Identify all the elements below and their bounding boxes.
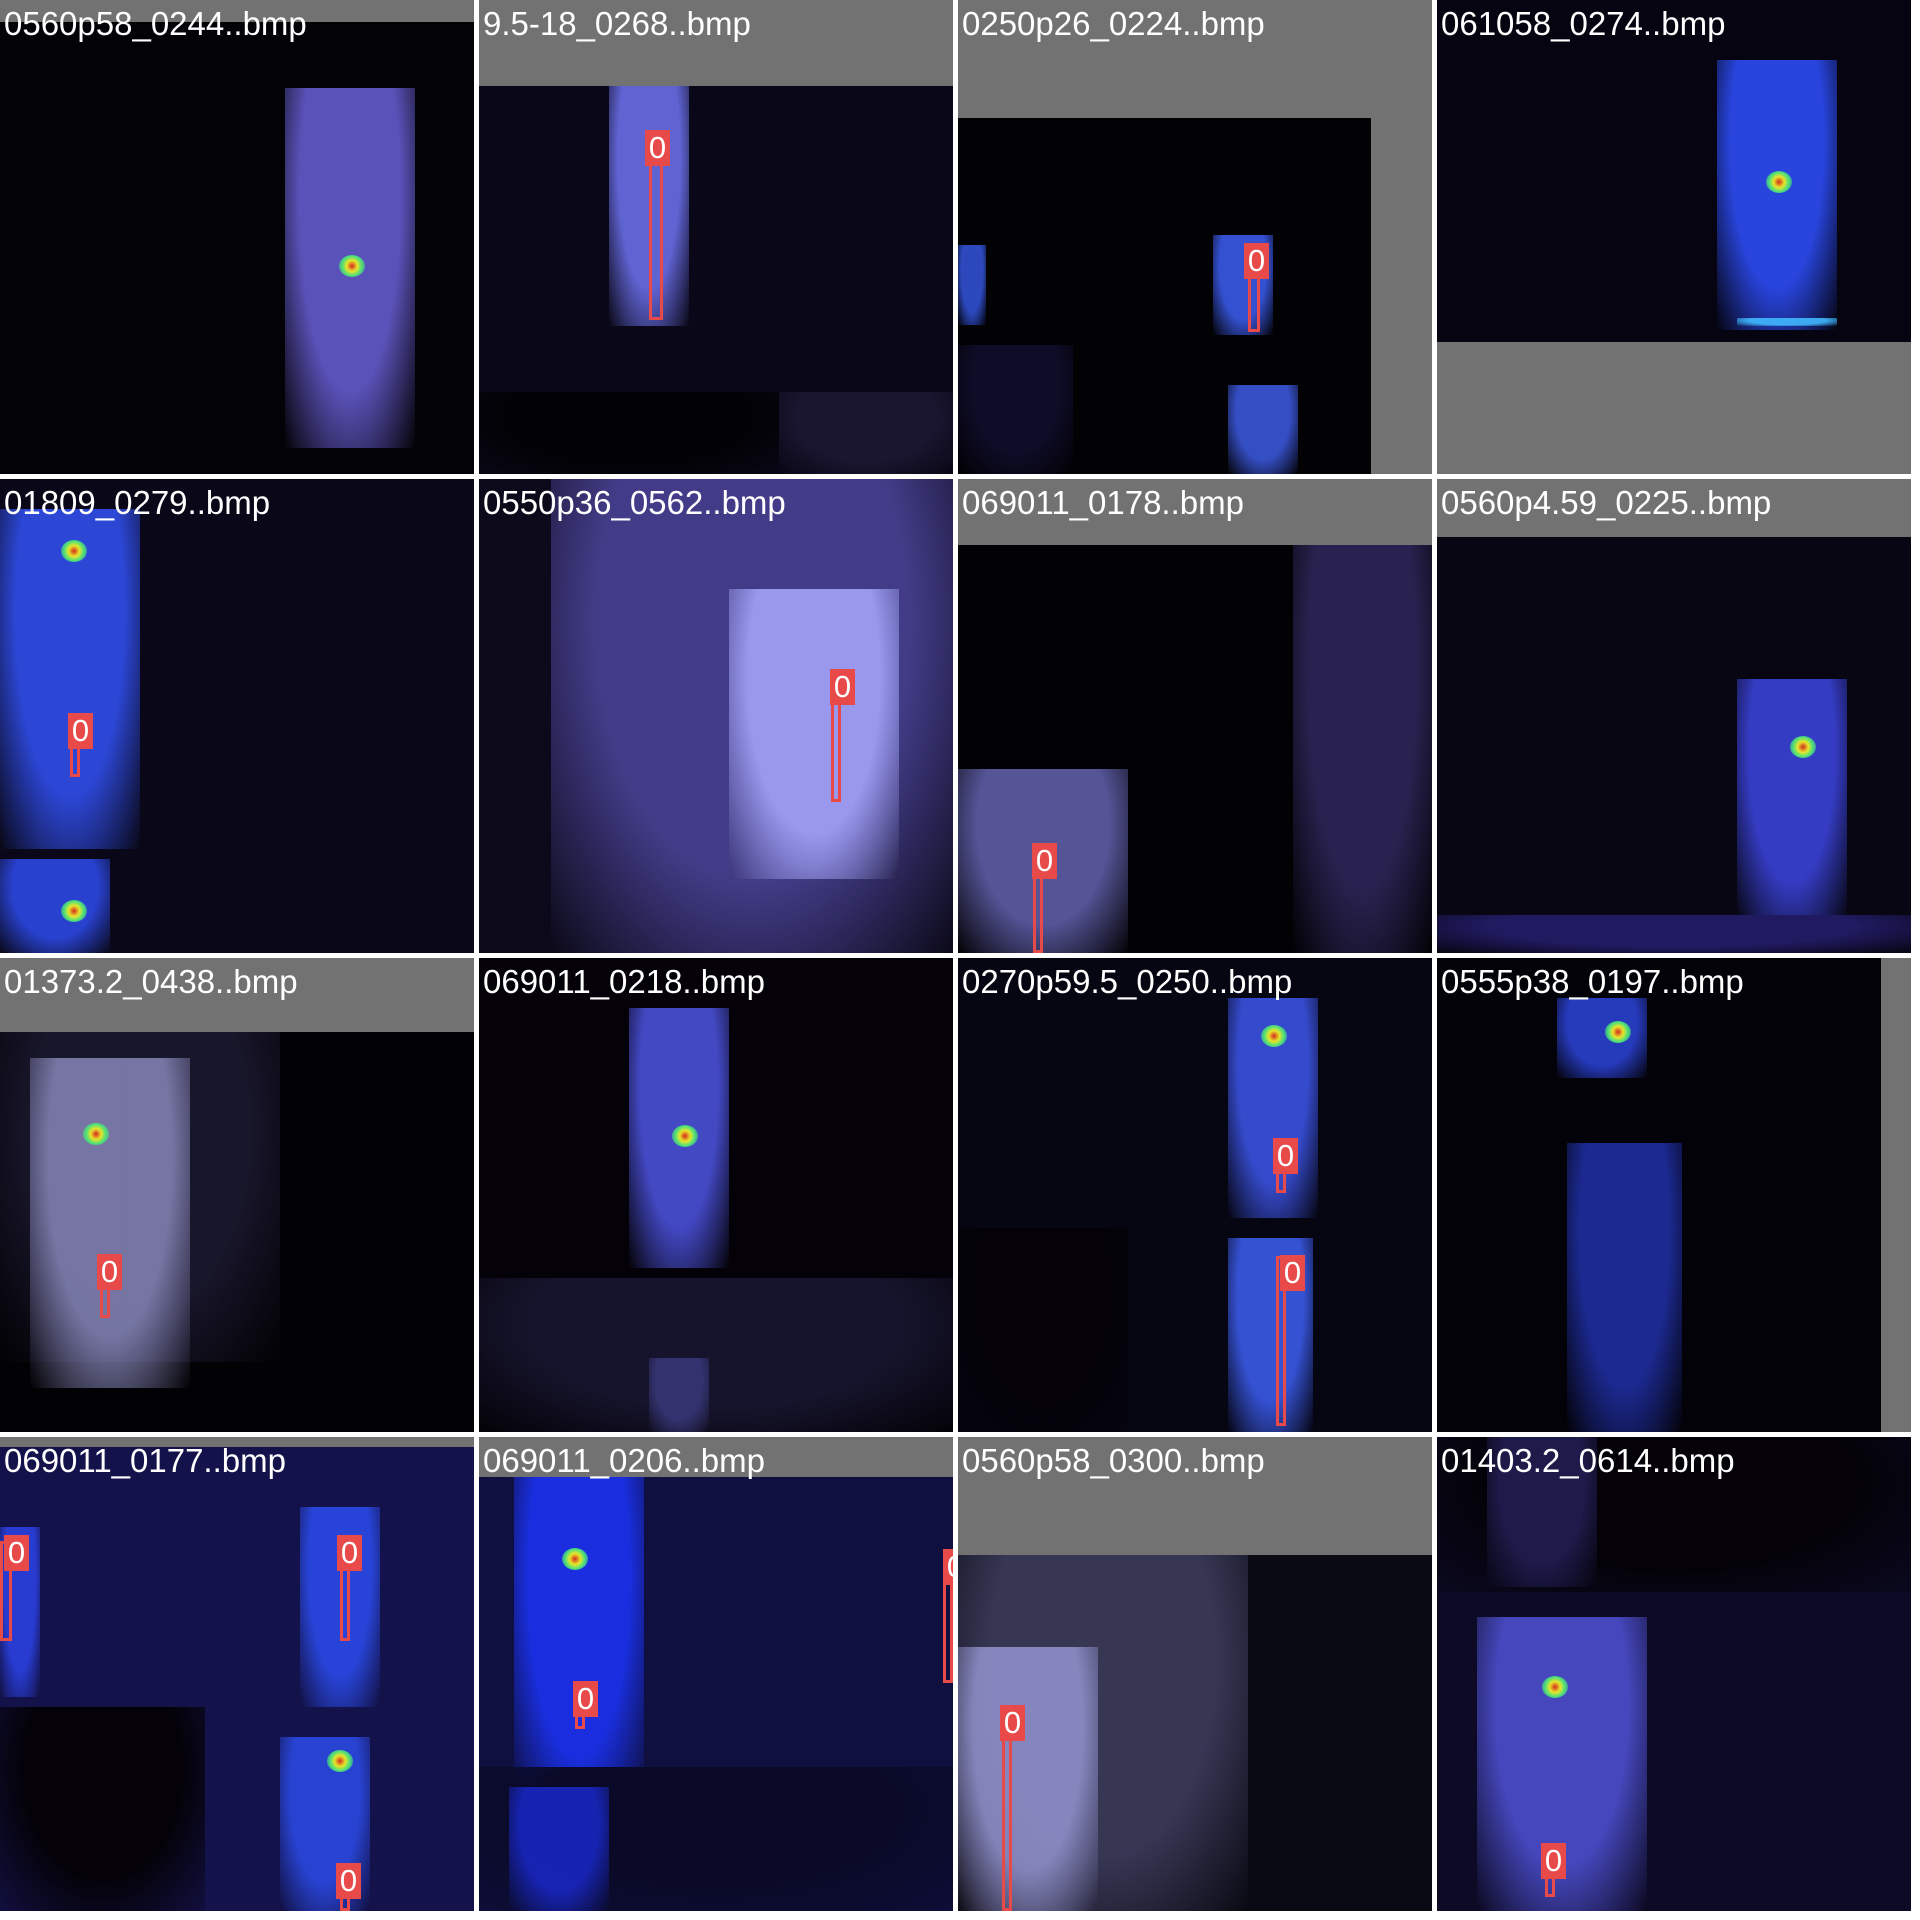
class-label: 0 (573, 1681, 598, 1717)
mosaic-tile: 0560p58_0244..bmp (0, 0, 474, 474)
tile-filename: 01809_0279..bmp (4, 484, 271, 521)
thermal-region (1567, 1143, 1682, 1432)
thermal-region (1737, 679, 1847, 919)
mosaic-tile: 0 0560p58_0300..bmp (958, 1437, 1432, 1911)
class-label: 0 (4, 1535, 29, 1571)
heat-hotspot (1542, 1676, 1568, 1698)
class-label: 0 (1273, 1138, 1298, 1174)
mosaic-tile: 0 9.5-18_0268..bmp (479, 0, 953, 474)
thermal-region (1557, 998, 1647, 1078)
thermal-region (958, 245, 986, 325)
mosaic-tile: 069011_0218..bmp (479, 958, 953, 1432)
class-label: 0 (68, 713, 93, 749)
letterbox-padding (1881, 958, 1911, 1432)
letterbox-padding (958, 1437, 1432, 1555)
class-label: 0 (1280, 1255, 1305, 1291)
heat-hotspot (672, 1125, 698, 1147)
tile-filename: 0560p58_0300..bmp (962, 1442, 1265, 1479)
tile-filename: 0560p58_0244..bmp (4, 5, 307, 42)
tile-filename: 0555p38_0197..bmp (1441, 963, 1744, 1000)
letterbox-padding (0, 0, 474, 22)
class-label: 0 (1541, 1843, 1566, 1879)
heat-hotspot (562, 1548, 588, 1570)
letterbox-padding (958, 0, 1432, 118)
thermal-region (729, 589, 899, 879)
mosaic-tile: 0 0 0270p59.5_0250..bmp (958, 958, 1432, 1432)
mosaic-tile: 0 01809_0279..bmp (0, 479, 474, 953)
mosaic-tile: 0 01403.2_0614..bmp (1437, 1437, 1911, 1911)
mosaic-tile: 0 0 0 069011_0177..bmp (0, 1437, 474, 1911)
thermal-region (509, 1787, 609, 1911)
class-label: 0 (830, 669, 855, 705)
letterbox-padding (0, 1437, 474, 1447)
mosaic-tile: 0 0 069011_0206..bmp (479, 1437, 953, 1911)
thermal-region (0, 509, 140, 849)
letterbox-padding (958, 479, 1432, 545)
heat-hotspot (339, 255, 365, 277)
mosaic-tile: 0 069011_0178..bmp (958, 479, 1432, 953)
tile-filename: 01373.2_0438..bmp (4, 963, 298, 1000)
thermal-region (479, 392, 779, 474)
thermal-region (0, 859, 110, 953)
tile-filename: 0550p36_0562..bmp (483, 484, 786, 521)
heat-hotspot (327, 1750, 353, 1772)
thermal-region (479, 1278, 953, 1432)
class-label: 0 (645, 130, 670, 166)
heat-hotspot (1766, 171, 1792, 193)
class-label: 0 (337, 1535, 362, 1571)
thermal-region (1717, 60, 1837, 330)
tile-filename: 069011_0206..bmp (483, 1442, 765, 1479)
thermal-region (779, 392, 953, 474)
tile-filename: 0560p4.59_0225..bmp (1441, 484, 1772, 521)
class-label: 0 (97, 1254, 122, 1290)
heat-hotspot (83, 1123, 109, 1145)
class-label: 0 (336, 1863, 361, 1899)
thermal-region (958, 1228, 1128, 1432)
tile-filename: 0270p59.5_0250..bmp (962, 963, 1293, 1000)
class-label: 0 (943, 1549, 953, 1585)
mosaic-tile: 0555p38_0197..bmp (1437, 958, 1911, 1432)
tile-filename: 061058_0274..bmp (1441, 5, 1726, 42)
thermal-region (1293, 545, 1432, 953)
letterbox-padding (479, 1437, 953, 1477)
thermal-region (1487, 1437, 1597, 1587)
thermal-region (649, 1358, 709, 1432)
thermal-region (1737, 318, 1837, 326)
letterbox-padding (479, 0, 953, 86)
thermal-region (30, 1058, 190, 1388)
tile-filename: 0250p26_0224..bmp (962, 5, 1265, 42)
letterbox-padding (0, 958, 474, 1032)
letterbox-padding (1437, 479, 1911, 537)
tile-filename: 069011_0177..bmp (4, 1442, 286, 1479)
tile-filename: 069011_0178..bmp (962, 484, 1244, 521)
tile-filename: 069011_0218..bmp (483, 963, 765, 1000)
letterbox-padding (1437, 342, 1911, 474)
heat-hotspot (1261, 1025, 1287, 1047)
thermal-region (514, 1477, 644, 1807)
mosaic-tile: 0 01373.2_0438..bmp (0, 958, 474, 1432)
class-label: 0 (1000, 1705, 1025, 1741)
mosaic-tile: 061058_0274..bmp (1437, 0, 1911, 474)
class-label: 0 (1032, 843, 1057, 879)
thermal-region (1228, 385, 1298, 474)
thermal-region (958, 345, 1073, 474)
heat-hotspot (61, 540, 87, 562)
letterbox-padding (1371, 118, 1432, 474)
tile-filename: 9.5-18_0268..bmp (483, 5, 751, 42)
mosaic-tile: 0 0550p36_0562..bmp (479, 479, 953, 953)
heat-hotspot (1790, 736, 1816, 758)
thermal-region (0, 1707, 205, 1911)
class-label: 0 (1244, 243, 1269, 279)
thermal-region (958, 1647, 1098, 1911)
heat-hotspot (1605, 1021, 1631, 1043)
heat-hotspot (61, 900, 87, 922)
mosaic-tile: 0 0250p26_0224..bmp (958, 0, 1432, 474)
mosaic-tile: 0560p4.59_0225..bmp (1437, 479, 1911, 953)
thermal-region (1437, 915, 1911, 953)
tile-filename: 01403.2_0614..bmp (1441, 1442, 1735, 1479)
